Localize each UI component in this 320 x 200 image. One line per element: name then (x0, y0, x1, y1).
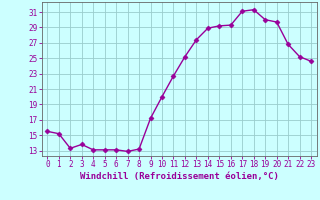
X-axis label: Windchill (Refroidissement éolien,°C): Windchill (Refroidissement éolien,°C) (80, 172, 279, 181)
